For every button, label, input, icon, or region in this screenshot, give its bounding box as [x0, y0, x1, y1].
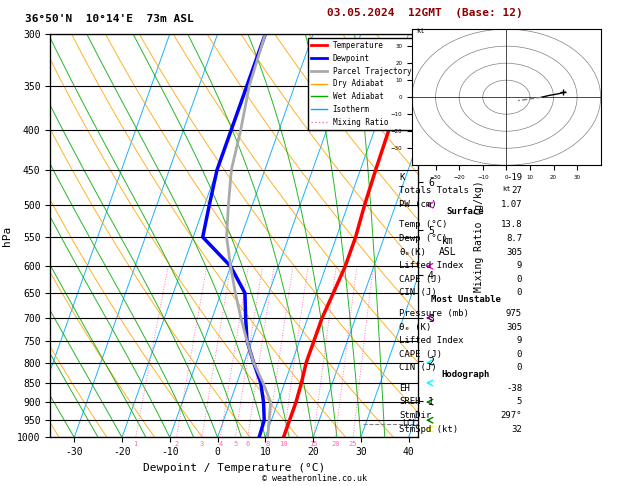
Text: 36°50'N  10°14'E  73m ASL: 36°50'N 10°14'E 73m ASL	[25, 14, 194, 24]
Text: 2: 2	[174, 441, 179, 448]
Text: Hodograph: Hodograph	[442, 370, 489, 379]
Text: 5: 5	[516, 398, 522, 406]
Text: Dewp (°C): Dewp (°C)	[399, 234, 448, 243]
Text: StmSpd (kt): StmSpd (kt)	[399, 425, 459, 434]
Y-axis label: Mixing Ratio (g/kg): Mixing Ratio (g/kg)	[474, 180, 484, 292]
Text: 305: 305	[506, 323, 522, 331]
Text: 975: 975	[506, 309, 522, 318]
Text: 1: 1	[133, 441, 138, 448]
Text: LCL: LCL	[402, 419, 417, 428]
Text: Lifted Index: Lifted Index	[399, 336, 464, 345]
Text: 9: 9	[516, 336, 522, 345]
Text: -19: -19	[506, 173, 522, 182]
Text: 0: 0	[516, 364, 522, 372]
X-axis label: kt: kt	[502, 186, 511, 191]
Text: 1.07: 1.07	[501, 200, 522, 209]
Text: Surface: Surface	[447, 207, 484, 216]
Text: 6: 6	[245, 441, 250, 448]
Text: 0: 0	[516, 275, 522, 284]
Text: 9: 9	[516, 261, 522, 270]
Text: CAPE (J): CAPE (J)	[399, 350, 442, 359]
Text: 27: 27	[511, 187, 522, 195]
Y-axis label: hPa: hPa	[1, 226, 11, 246]
Text: 8: 8	[265, 441, 270, 448]
Text: 20: 20	[331, 441, 340, 448]
Y-axis label: km
ASL: km ASL	[439, 236, 457, 257]
Text: Totals Totals: Totals Totals	[399, 187, 469, 195]
Text: Most Unstable: Most Unstable	[430, 295, 501, 304]
Text: CIN (J): CIN (J)	[399, 364, 437, 372]
Text: PW (cm): PW (cm)	[399, 200, 437, 209]
Text: Lifted Index: Lifted Index	[399, 261, 464, 270]
Text: 15: 15	[309, 441, 318, 448]
Text: EH: EH	[399, 384, 410, 393]
Text: CIN (J): CIN (J)	[399, 289, 437, 297]
Text: θₑ(K): θₑ(K)	[399, 248, 426, 257]
Text: kt: kt	[416, 28, 425, 34]
Text: 3: 3	[200, 441, 204, 448]
Text: Temp (°C): Temp (°C)	[399, 221, 448, 229]
Text: -38: -38	[506, 384, 522, 393]
Text: © weatheronline.co.uk: © weatheronline.co.uk	[262, 474, 367, 483]
Text: 25: 25	[349, 441, 357, 448]
Text: 297°: 297°	[501, 411, 522, 420]
Text: 13.8: 13.8	[501, 221, 522, 229]
Text: 10: 10	[279, 441, 288, 448]
Text: Pressure (mb): Pressure (mb)	[399, 309, 469, 318]
Text: CAPE (J): CAPE (J)	[399, 275, 442, 284]
Text: 8.7: 8.7	[506, 234, 522, 243]
Text: K: K	[399, 173, 405, 182]
Text: 0: 0	[516, 289, 522, 297]
Text: 0: 0	[516, 350, 522, 359]
Text: 5: 5	[233, 441, 237, 448]
Text: 4: 4	[218, 441, 223, 448]
X-axis label: Dewpoint / Temperature (°C): Dewpoint / Temperature (°C)	[143, 463, 325, 473]
Legend: Temperature, Dewpoint, Parcel Trajectory, Dry Adiabat, Wet Adiabat, Isotherm, Mi: Temperature, Dewpoint, Parcel Trajectory…	[308, 38, 415, 130]
Text: SREH: SREH	[399, 398, 421, 406]
Text: 32: 32	[511, 425, 522, 434]
Text: 03.05.2024  12GMT  (Base: 12): 03.05.2024 12GMT (Base: 12)	[327, 8, 523, 17]
Text: 305: 305	[506, 248, 522, 257]
Text: StmDir: StmDir	[399, 411, 431, 420]
Text: θₑ (K): θₑ (K)	[399, 323, 431, 331]
